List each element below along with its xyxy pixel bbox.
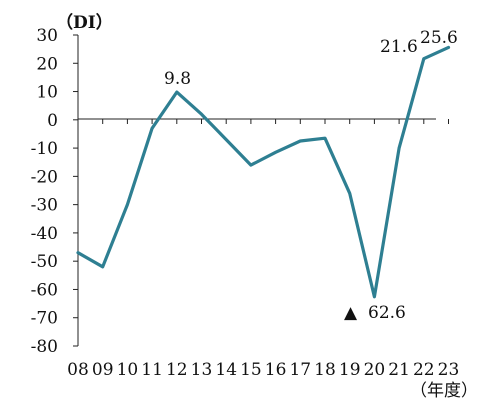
x-tick-label: 14	[215, 360, 237, 380]
data-label-2012: 9.8	[164, 69, 191, 89]
y-tick-label: -40	[31, 224, 58, 244]
y-tick-label: 0	[47, 111, 58, 131]
x-tick-label: 13	[191, 360, 213, 380]
y-tick-label: -60	[31, 280, 58, 300]
data-label-2022: 21.6	[380, 37, 418, 57]
x-tick-label: 12	[166, 360, 188, 380]
y-tick-label: -30	[31, 196, 58, 216]
y-tick-label: -80	[31, 337, 58, 357]
data-label-2020: 62.6	[368, 303, 406, 323]
x-tick-label: 19	[339, 360, 361, 380]
y-tick-label: -10	[31, 139, 58, 159]
x-axis-ticks: 08 09 10 11 12 13 14 15 16 17 18 19 20 21 22 23	[67, 119, 459, 380]
x-tick-label: 08	[67, 360, 89, 380]
y-tick-label: 10	[36, 83, 58, 103]
x-axis-unit-label: （年度）	[410, 381, 478, 400]
x-tick-label: 16	[265, 360, 287, 380]
y-tick-label: 20	[36, 54, 58, 74]
x-tick-label: 21	[388, 360, 410, 380]
y-tick-label: -20	[31, 167, 58, 187]
x-tick-label: 23	[438, 360, 460, 380]
y-tick-label: 30	[36, 26, 58, 46]
y-tick-label: -70	[31, 309, 58, 329]
x-tick-label: 18	[314, 360, 336, 380]
data-label-2023: 25.6	[420, 28, 458, 48]
min-marker-triangle: ▲	[344, 303, 358, 323]
y-tick-label: -50	[31, 252, 58, 272]
x-tick-label: 11	[141, 360, 163, 380]
x-tick-label: 20	[364, 360, 386, 380]
y-axis-unit-label: （DI）	[56, 12, 113, 33]
y-axis-ticks: 30 20 10 0 -10 -20 -30 -40 -50 -60 -70 -80	[31, 26, 78, 357]
x-tick-label: 10	[117, 360, 139, 380]
x-tick-label: 09	[92, 360, 114, 380]
x-tick-label: 22	[413, 360, 435, 380]
series-line	[76, 45, 451, 299]
x-tick-label: 17	[289, 360, 311, 380]
x-tick-label: 15	[240, 360, 262, 380]
